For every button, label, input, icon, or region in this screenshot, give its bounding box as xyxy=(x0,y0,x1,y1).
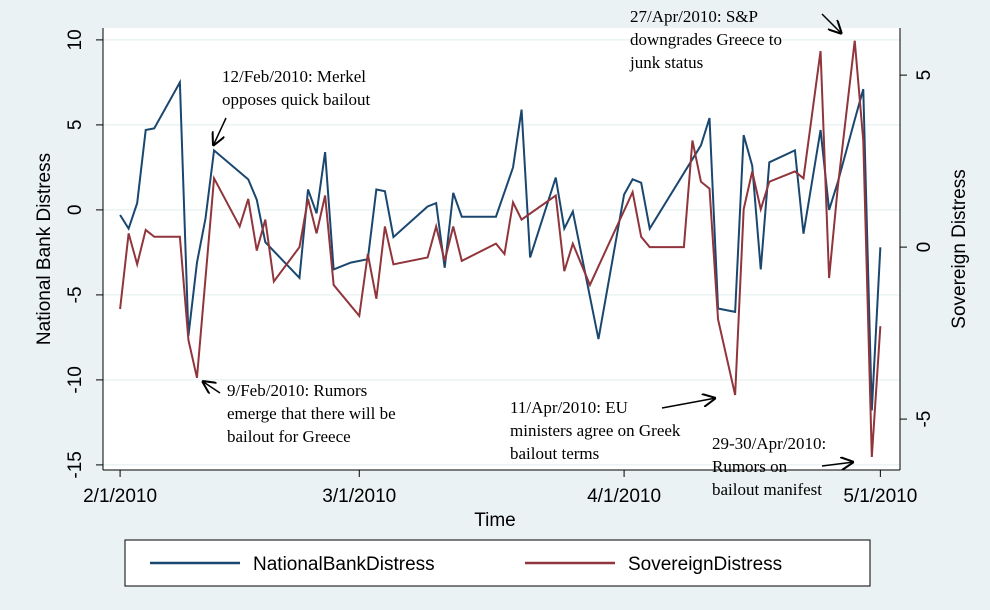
annotation: bailout manifest xyxy=(712,480,822,499)
y-tick-label: -15 xyxy=(65,451,86,478)
annotation: 9/Feb/2010: Rumors xyxy=(227,381,367,400)
y-tick-label: 10 xyxy=(65,29,86,50)
y2-tick-label: 5 xyxy=(914,70,935,81)
annotation: 11/Apr/2010: EU xyxy=(510,398,628,417)
x-axis-title: Time xyxy=(474,510,516,531)
annotation: 27/Apr/2010: S&P xyxy=(630,7,758,26)
legend-label: NationalBankDistress xyxy=(253,554,435,575)
y-axis-title: National Bank Distress xyxy=(34,153,55,345)
legend-label: SovereignDistress xyxy=(628,554,782,575)
annotation: junk status xyxy=(629,53,703,72)
x-tick-label: 5/1/2010 xyxy=(843,486,917,507)
arrow xyxy=(202,381,221,393)
x-tick-label: 2/1/2010 xyxy=(83,486,157,507)
legend xyxy=(124,539,871,587)
y-tick-label: -5 xyxy=(65,286,86,303)
series-line xyxy=(119,78,882,411)
annotation: emerge that there will be xyxy=(227,404,396,423)
series-line xyxy=(119,40,882,457)
x-tick-label: 4/1/2010 xyxy=(587,486,661,507)
annotation: downgrades Greece to xyxy=(630,30,782,49)
annotation: 12/Feb/2010: Merkel xyxy=(222,67,366,86)
annotation: ministers agree on Greek xyxy=(510,421,681,440)
y-tick-label: 0 xyxy=(65,205,86,216)
y2-tick-label: 0 xyxy=(914,242,935,253)
annotation: opposes quick bailout xyxy=(222,90,371,109)
y2-tick-label: -5 xyxy=(914,411,935,428)
arrow xyxy=(821,462,854,466)
arrow xyxy=(821,13,842,34)
y-tick-label: -10 xyxy=(65,366,86,393)
arrow xyxy=(213,117,227,146)
annotation: bailout terms xyxy=(510,444,599,463)
annotation-arrows xyxy=(202,13,854,466)
arrow xyxy=(661,398,716,409)
annotation: bailout for Greece xyxy=(227,427,351,446)
annotation: Rumors on xyxy=(712,457,788,476)
y2-axis-title: Sovereign Distress xyxy=(949,169,970,328)
x-tick-label: 3/1/2010 xyxy=(322,486,396,507)
annotation: 29-30/Apr/2010: xyxy=(712,434,826,453)
y-tick-label: 5 xyxy=(65,120,86,131)
